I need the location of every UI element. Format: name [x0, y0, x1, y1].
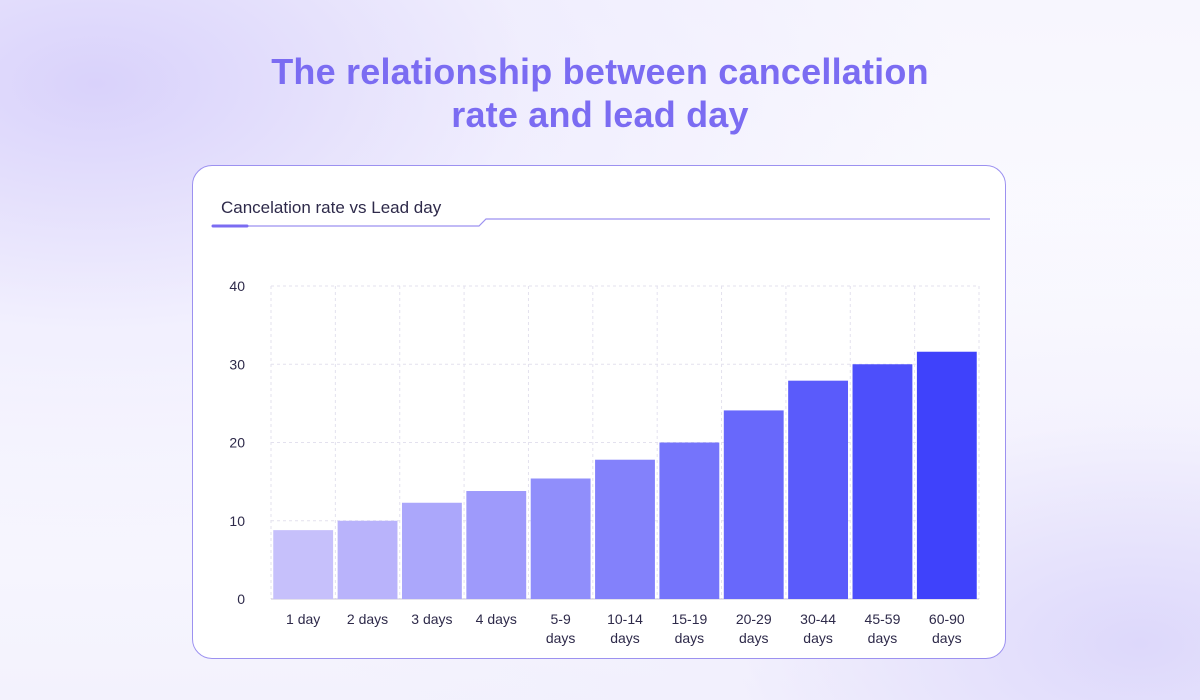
x-tick-label: days — [803, 630, 833, 646]
y-tick-label: 0 — [237, 591, 245, 607]
page-title-line-1: The relationship between cancellation — [271, 51, 929, 92]
x-tick-label: 60-90 — [929, 611, 965, 627]
x-tick-label: days — [868, 630, 898, 646]
bar — [595, 459, 655, 599]
x-tick-label: days — [739, 630, 769, 646]
x-tick-label: 2 days — [347, 611, 388, 627]
y-tick-label: 10 — [229, 513, 245, 529]
bar — [916, 351, 977, 599]
bar — [401, 502, 462, 599]
bar — [337, 520, 398, 599]
chart-title-underline — [211, 218, 990, 228]
page-title-line-2: rate and lead day — [451, 94, 749, 135]
y-tick-label: 30 — [229, 356, 245, 372]
x-tick-label: days — [932, 630, 962, 646]
y-tick-label: 40 — [229, 278, 245, 294]
chart-title: Cancelation rate vs Lead day — [221, 198, 442, 217]
bar — [273, 530, 334, 599]
bar — [466, 491, 527, 599]
x-tick-label: 15-19 — [671, 611, 707, 627]
bar — [788, 380, 849, 599]
bar — [723, 410, 784, 599]
x-tick-label: days — [610, 630, 640, 646]
y-tick-label: 20 — [229, 435, 245, 451]
x-tick-label: days — [546, 630, 576, 646]
bar — [530, 478, 591, 599]
x-tick-label: days — [675, 630, 705, 646]
x-tick-label: 3 days — [411, 611, 452, 627]
bar-chart: 0 10 20 30 40 1 day 2 days 3 days 4 days 5-9 days 1… — [229, 278, 980, 646]
x-tick-label: 4 days — [476, 611, 517, 627]
page-title: The relationship between cancellation ra… — [0, 50, 1200, 136]
x-tick-label: 45-59 — [865, 611, 901, 627]
chart-card: Cancelation rate vs Lead day 0 10 20 30 40 1 … — [192, 165, 1006, 659]
x-tick-label: 30-44 — [800, 611, 836, 627]
x-tick-label: 10-14 — [607, 611, 643, 627]
x-tick-label: 1 day — [286, 611, 320, 627]
bar — [852, 364, 913, 599]
x-tick-label: 20-29 — [736, 611, 772, 627]
x-tick-label: 5-9 — [551, 611, 571, 627]
bar — [659, 442, 720, 599]
